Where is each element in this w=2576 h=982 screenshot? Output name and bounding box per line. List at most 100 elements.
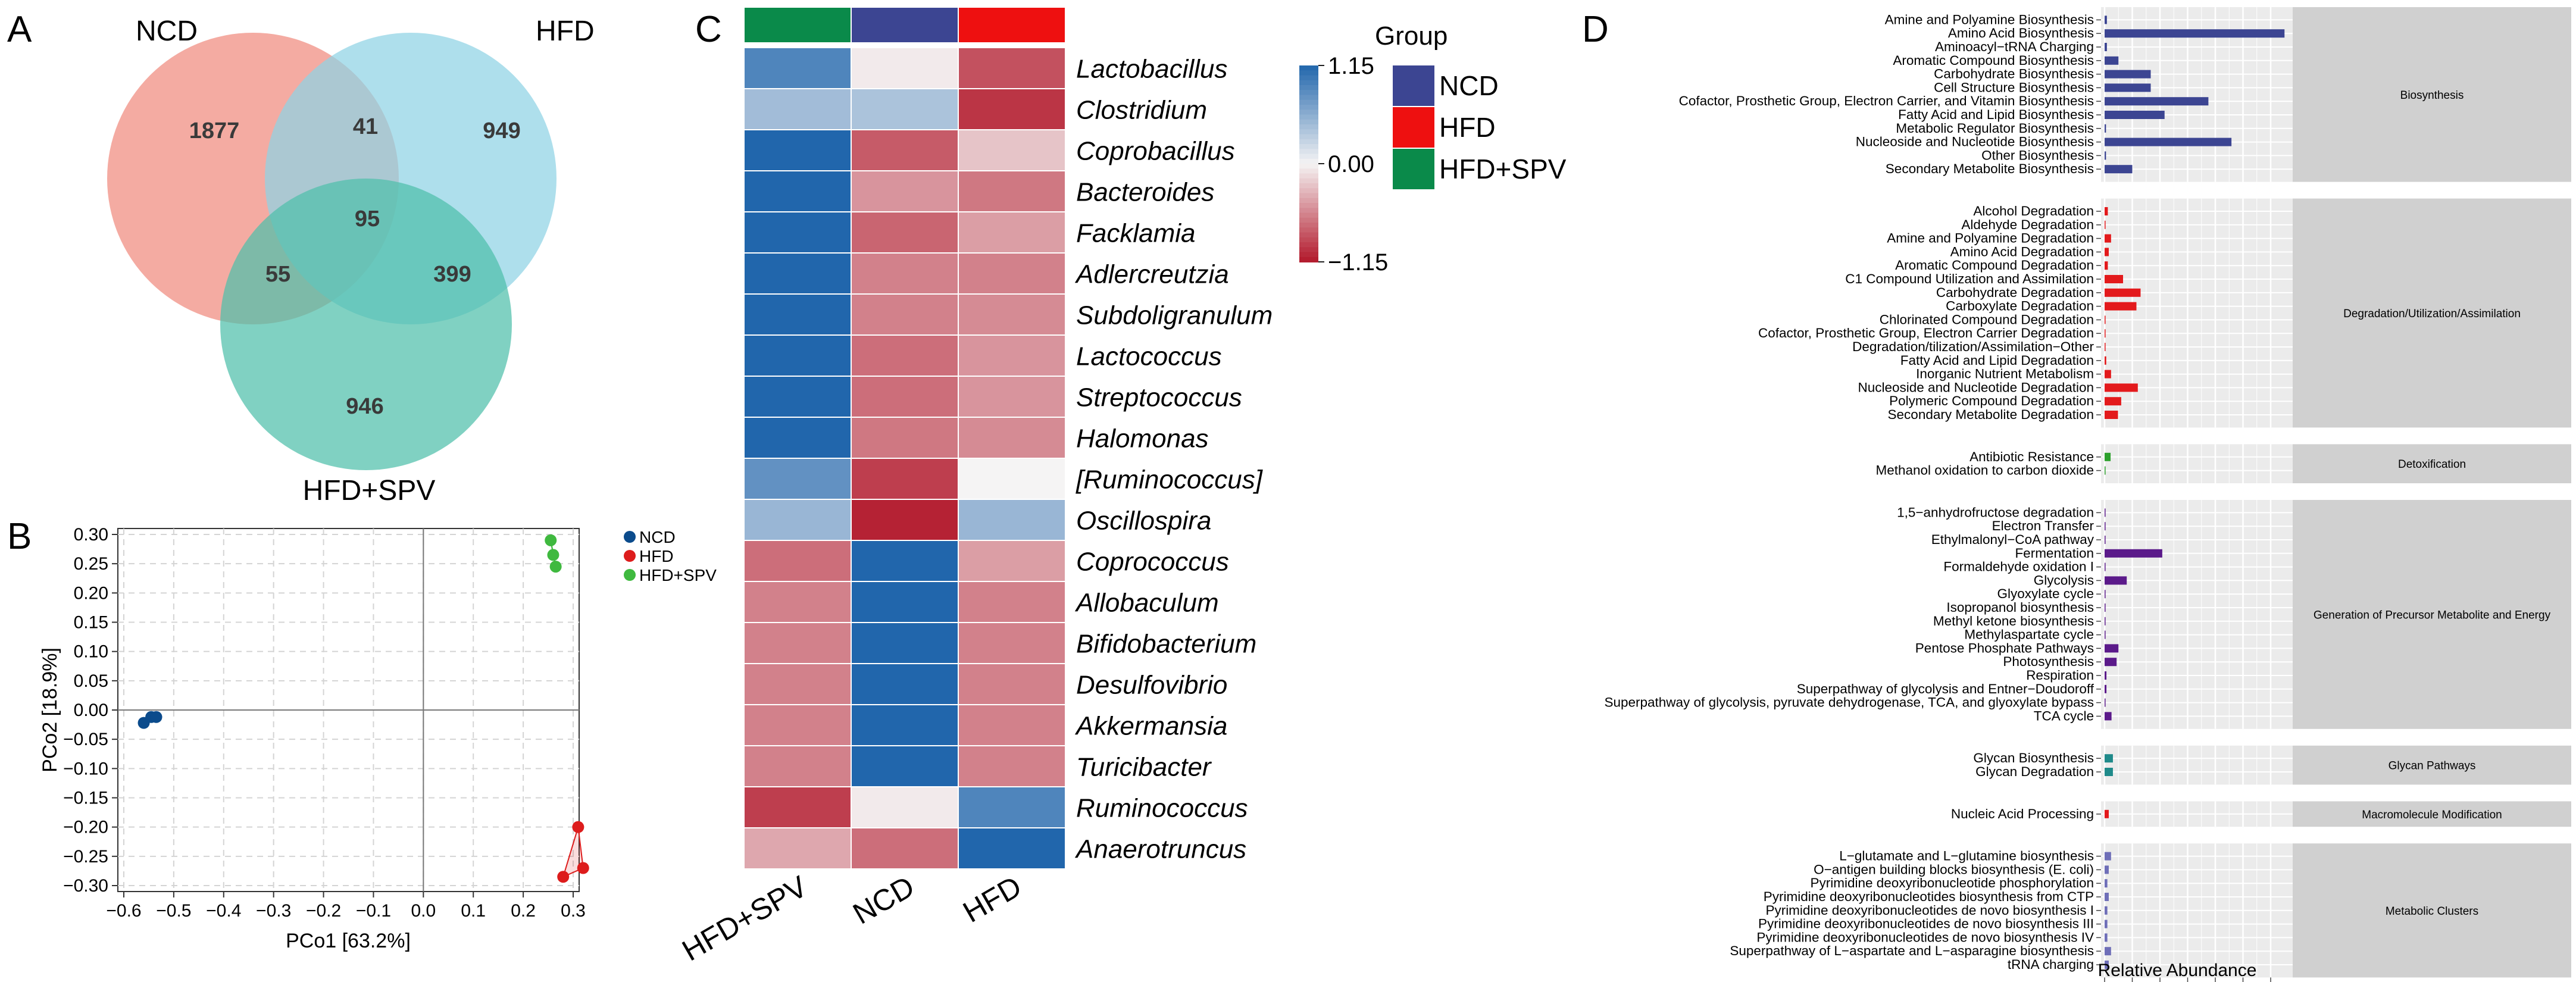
heatmap-row-labels: Lactobacillus Clostridium Coprobacillus Bac… [1074,55,1273,864]
heatmap-cell [851,252,959,295]
heatmap-column-label: NCD [848,870,920,931]
heatmap-row-label: Halomonas [1076,424,1209,454]
heatmap-cell [851,704,959,746]
pcoa-hull-hfd [562,827,584,878]
pathway-label: Inorganic Nutrient Metabolism [1916,367,2094,381]
pathway-label: TCA cycle [2034,708,2094,723]
group-legend-label: NCD [1439,70,1499,101]
heatmap-group-bar [958,7,1066,43]
color-scale-step [1299,139,1318,145]
heatmap-column-label: HFD+SPV [677,870,813,968]
category-strip-label: Degradation/Utilization/Assimilation [2343,308,2521,320]
pcoa-y-tick-label: −0.20 [63,818,108,837]
pcoa-y-tick-label: −0.10 [63,759,108,778]
pathway-bar [2105,549,2162,558]
venn-count-spv-only: 946 [346,394,383,419]
color-scale-step [1299,158,1318,164]
heatmap-cell [851,499,959,541]
pathway-bar [2105,234,2111,243]
pcoa-x-tick-label: −0.3 [256,901,291,921]
pathway-bar [2105,852,2111,861]
pathway-bar [2105,29,2285,38]
pathway-label: Secondary Metabolite Degradation [1888,407,2094,422]
heatmap-cell [851,622,959,664]
category-strip [2293,198,2571,428]
heatmap-cell [851,211,959,254]
pcoa-y-tick-label: −0.25 [63,847,108,867]
heatmap-row-label: Akkermansia [1074,712,1227,741]
heatmap-row-label: Streptococcus [1076,383,1242,412]
pathway-bar [2105,343,2106,351]
pathway-bar [2105,207,2108,215]
pathway-label: Superpathway of glycolysis, pyruvate deh… [1604,695,2094,710]
heatmap-row-label: Coprococcus [1076,548,1229,577]
color-scale-step [1299,247,1318,253]
pcoa-legend-label: NCD [639,528,676,546]
group-legend-swatch [1393,107,1434,148]
category-strip-label: Metabolic Clusters [2386,905,2478,918]
pathway-bar [2105,879,2108,888]
color-scale-step [1299,134,1318,140]
heatmap-cell [851,293,959,336]
pathway-label: Fatty Acid and Lipid Degradation [1900,353,2094,368]
pathway-label: tRNA charging [2008,957,2094,972]
group-legend: NCD HFD HFD+SPV [1393,65,1567,189]
heatmap-cell [958,129,1066,171]
pcoa-x-tick-label: −0.4 [206,901,241,921]
color-scale-step [1299,223,1318,229]
pcoa-point [577,862,589,874]
venn-count-all: 95 [355,207,380,232]
heatmap-cell [851,376,959,418]
pathway-bar [2105,220,2106,229]
heatmap-row-label: [Ruminococcus] [1076,465,1264,495]
pathway-label: Nucleic Acid Processing [1951,806,2094,821]
heatmap-row-label: Adlercreutzia [1074,260,1229,289]
pathway-bar [2105,933,2108,942]
pcoa-x-tick-label: 0.3 [561,901,586,921]
pathway-label: Secondary Metabolite Biosynthesis [1886,161,2094,176]
pathway-label: Glycan Biosynthesis [1973,750,2094,765]
pcoa-legend-marker [624,531,636,543]
pathway-bar [2105,288,2141,297]
pathway-label: Glycolysis [2034,573,2094,587]
pcoa-x-tick-label: −0.2 [306,901,341,921]
heatmap-cell [743,170,852,212]
pcoa-legend-marker [624,569,636,581]
pcoa-y-tick-label: 0.15 [74,613,108,633]
heatmap-cell [851,786,959,828]
heatmap-cell [743,334,852,377]
pathway-label: Photosynthesis [2003,654,2094,669]
pathway-label: C1 Compound Utilization and Assimilation [1845,271,2094,286]
pathway-label: Other Biosynthesis [1981,148,2094,162]
heatmap-cell [851,663,959,705]
pathway-bar-chart: Biosynthesis Degradation/Utilization/Assi… [1604,7,2571,982]
pathway-bar [2105,70,2151,79]
heatmap-cell [743,417,852,459]
heatmap-cell [958,252,1066,295]
panel-label-a: A [7,9,32,50]
color-scale-step [1299,168,1318,174]
pathway-label: Amino Acid Degradation [1950,244,2094,259]
color-scale-step [1299,198,1318,204]
pathway-label: Superpathway of L−aspartate and L−aspara… [1730,943,2094,958]
pcoa-y-tick-label: 0.30 [74,525,108,545]
group-legend-swatch [1393,65,1434,106]
heatmap-row-label: Anaerotruncus [1074,835,1246,864]
heatmap-row-label: Oscillospira [1076,506,1211,536]
heatmap-cell [958,499,1066,541]
heatmap-cell [743,827,852,870]
pathway-bar [2105,466,2106,475]
heatmap-row-label: Bifidobacterium [1076,630,1256,659]
venn-label-hfd-spv: HFD+SPV [303,475,436,506]
pathway-label: Metabolic Regulator Biosynthesis [1896,121,2094,136]
heatmap-cell [743,704,852,746]
pathway-bar [2105,302,2137,311]
pathway-label: Nucleoside and Nucleotide Biosynthesis [1856,135,2094,149]
pathway-bar [2105,961,2109,969]
pathway-label: Amine and Polyamine Degradation [1887,231,2094,246]
pathway-bar [2105,397,2121,406]
venn-count-ncd-spv: 55 [265,262,290,287]
pcoa-axes: −0.6 −0.5 −0.4 −0.3 −0.2 −0.1 0.0 0.1 0.2 0.3 0.30… [63,525,586,921]
heatmap-cell [958,581,1066,623]
